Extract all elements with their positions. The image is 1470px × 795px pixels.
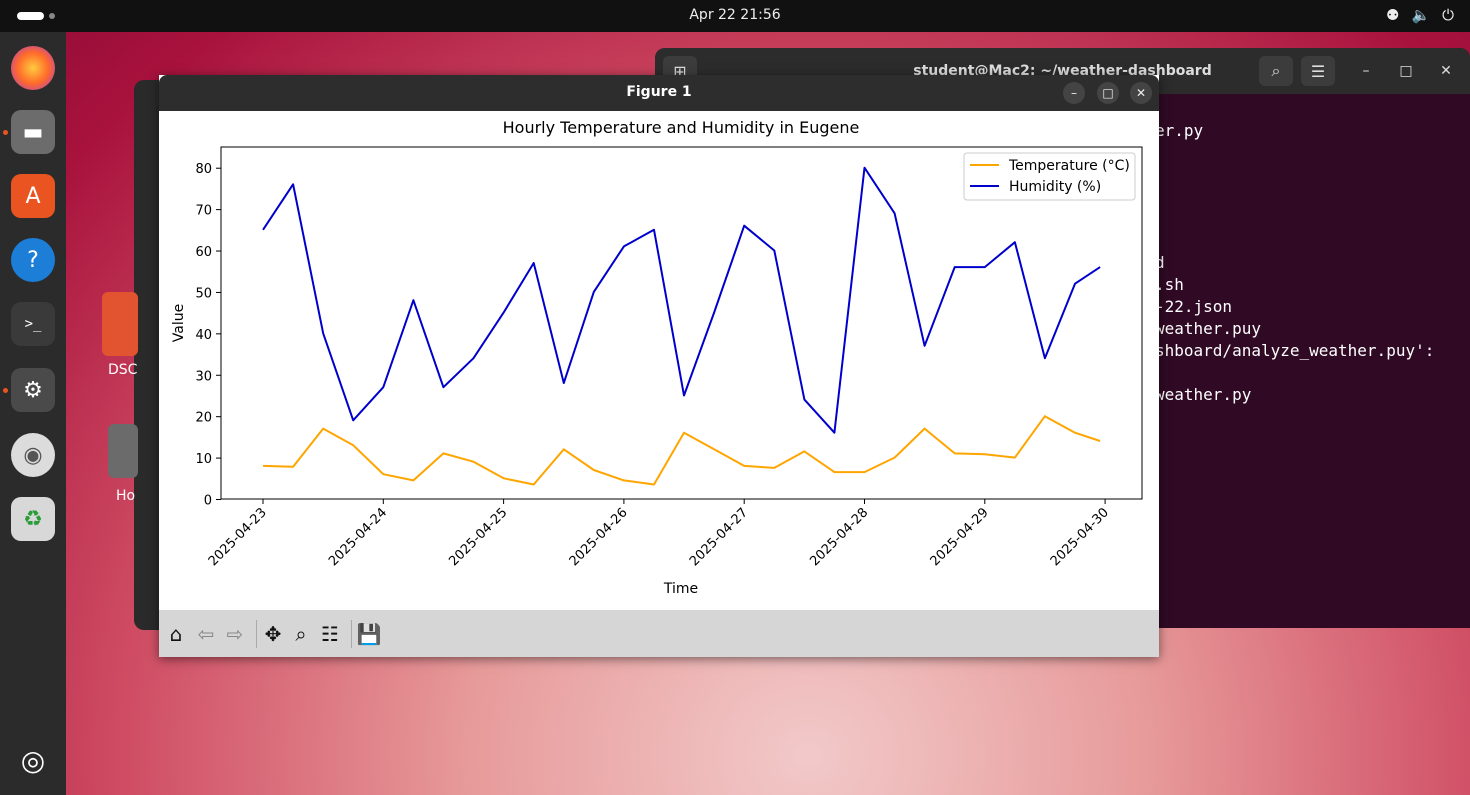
- home-icon[interactable]: ⌂: [169, 622, 183, 646]
- home-folder-icon[interactable]: [108, 424, 138, 478]
- maximize-icon[interactable]: □: [1399, 63, 1413, 79]
- minimize-icon[interactable]: –: [1063, 82, 1085, 104]
- network-icon[interactable]: ⚉: [1385, 6, 1400, 24]
- legend: Temperature (°C) Humidity (%): [963, 152, 1136, 201]
- power-icon[interactable]: ⏻: [1442, 6, 1454, 24]
- volume-icon[interactable]: 🔈: [1411, 6, 1431, 24]
- x-tick-label: 2025-04-25: [446, 505, 510, 569]
- x-tick-label: 2025-04-28: [807, 505, 871, 569]
- configure-icon[interactable]: ☷: [321, 622, 339, 646]
- terminal-output[interactable]: er.py d .sh -22.json weather.puy shboard…: [655, 118, 1434, 404]
- y-tick-label: 70: [195, 204, 212, 219]
- x-tick-label: 2025-04-30: [1048, 505, 1112, 569]
- menu-icon[interactable]: ☰: [1301, 56, 1335, 86]
- maximize-icon[interactable]: □: [1097, 82, 1119, 104]
- terminal-line: d: [1155, 253, 1165, 272]
- back-arrow-icon[interactable]: ⇦: [197, 622, 215, 646]
- save-icon[interactable]: 💾: [356, 622, 382, 646]
- chart-title: Hourly Temperature and Humidity in Eugen…: [503, 118, 860, 137]
- y-axis-label: Value: [171, 304, 187, 342]
- show-apps-icon[interactable]: ◎: [20, 743, 46, 777]
- x-tick-label: 2025-04-26: [567, 505, 631, 569]
- disc-icon[interactable]: ◉: [11, 433, 55, 477]
- x-tick-label: 2025-04-24: [326, 505, 390, 569]
- help-icon[interactable]: ?: [11, 238, 55, 282]
- terminal-line: .sh: [1155, 275, 1184, 294]
- close-icon[interactable]: ✕: [1440, 63, 1452, 79]
- y-tick-label: 30: [195, 369, 212, 384]
- legend-temperature-label: Temperature (°C): [1008, 158, 1130, 174]
- system-tray[interactable]: ⚉ 🔈 ⏻: [1386, 6, 1454, 24]
- legend-humidity-label: Humidity (%): [1009, 179, 1101, 195]
- terminal-line: er.py: [1155, 121, 1204, 140]
- running-indicator: [3, 388, 8, 393]
- plot-area: [220, 146, 1143, 500]
- search-icon[interactable]: ⌕: [1259, 56, 1293, 86]
- dock: ▬ A ? >_ ⚙ ◉ ♻ ◎: [0, 32, 66, 795]
- x-tick-label: 2025-04-23: [206, 505, 270, 569]
- minimize-icon[interactable]: –: [1362, 63, 1370, 79]
- toolbar-separator: [351, 620, 352, 648]
- temperature-line: [262, 415, 1101, 486]
- clock[interactable]: Apr 22 21:56: [689, 7, 781, 23]
- top-bar: Apr 22 21:56 ⚉ 🔈 ⏻: [0, 0, 1470, 32]
- zoom-icon[interactable]: ⌕: [295, 622, 307, 646]
- legend-box: [963, 152, 1136, 201]
- x-tick-label: 2025-04-29: [928, 505, 992, 569]
- terminal-line: -22.json: [1155, 297, 1233, 316]
- figure-toolbar: ⌂ ⇦ ⇨ ✥ ⌕ ☷ 💾: [159, 610, 1159, 657]
- figure-title: Figure 1: [626, 84, 692, 100]
- y-tick-label: 10: [195, 452, 212, 467]
- terminal-line: weather.py: [1155, 385, 1252, 404]
- trash-icon[interactable]: ♻: [11, 497, 55, 541]
- chart-lines: [262, 166, 1101, 486]
- desktop-icon-label: DSC: [108, 362, 138, 378]
- x-axis-label: Time: [663, 581, 698, 597]
- workspace-dot[interactable]: [49, 13, 55, 19]
- humidity-line: [262, 166, 1101, 434]
- y-tick-label: 20: [195, 411, 212, 426]
- running-indicator: [3, 130, 8, 135]
- activities-indicator[interactable]: [17, 12, 44, 20]
- desktop-icon-label: Ho: [116, 488, 136, 504]
- y-axis: 0 10 20 30 40 50 60 70 80: [195, 162, 221, 509]
- firefox-icon[interactable]: [11, 46, 55, 90]
- x-axis: 2025-04-23 2025-04-24 2025-04-25 2025-04-26…: [206, 499, 1112, 569]
- y-tick-label: 60: [195, 245, 212, 260]
- terminal-line: weather.puy: [1155, 319, 1261, 338]
- terminal-line: shboard/analyze_weather.puy':: [1155, 341, 1435, 360]
- y-tick-label: 50: [195, 286, 212, 301]
- terminal-icon[interactable]: >_: [11, 302, 55, 346]
- toolbar-separator: [256, 620, 257, 648]
- line-chart: Hourly Temperature and Humidity in Eugen…: [171, 118, 1143, 597]
- y-tick-label: 40: [195, 328, 212, 343]
- y-tick-label: 80: [195, 162, 212, 177]
- figure-window[interactable]: Figure 1 – □ ✕ Hourly Temperature and Hu…: [159, 75, 1159, 657]
- settings-icon[interactable]: ⚙: [11, 368, 55, 412]
- x-tick-label: 2025-04-27: [687, 505, 751, 569]
- pan-icon[interactable]: ✥: [264, 622, 282, 646]
- folder-icon[interactable]: [102, 292, 138, 356]
- files-icon[interactable]: ▬: [11, 110, 55, 154]
- app-center-icon[interactable]: A: [11, 174, 55, 218]
- figure-header[interactable]: Figure 1 – □ ✕: [159, 75, 1159, 111]
- y-tick-label: 0: [204, 494, 212, 509]
- forward-arrow-icon[interactable]: ⇨: [226, 622, 244, 646]
- close-icon[interactable]: ✕: [1130, 82, 1152, 104]
